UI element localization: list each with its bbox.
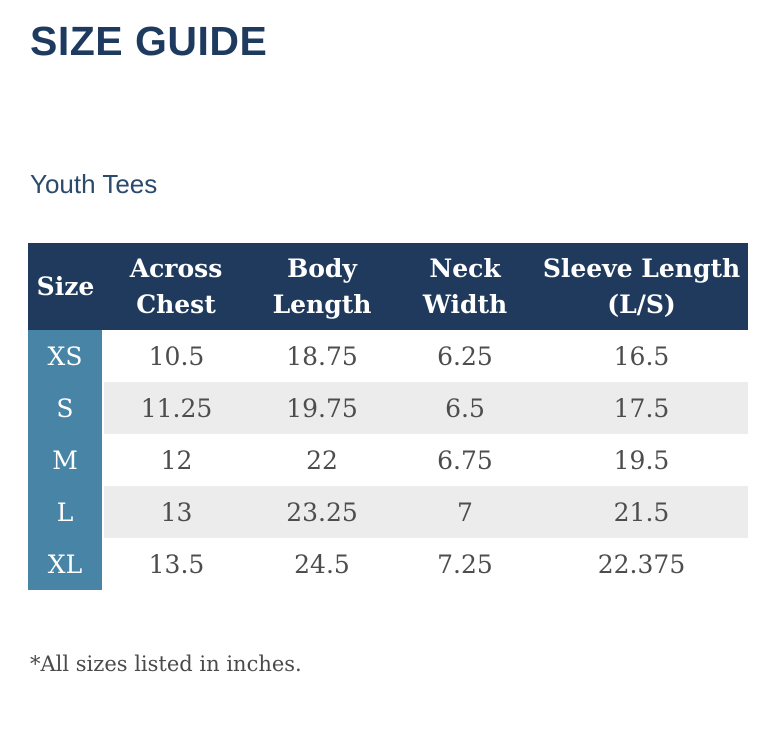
table-row: M 12 22 6.75 19.5 xyxy=(28,434,748,487)
column-header: Across Chest xyxy=(103,243,249,331)
column-header: Body Length xyxy=(249,243,395,331)
measurement-cell: 16.5 xyxy=(535,330,748,383)
measurement-cell: 21.5 xyxy=(535,486,748,539)
size-row-header: XS xyxy=(28,330,104,383)
size-guide-table: Size Across Chest Body Length Neck Width Sle… xyxy=(28,243,749,591)
measurement-cell: 11.25 xyxy=(103,382,249,435)
footnote: *All sizes listed in inches. xyxy=(30,652,302,677)
table-row: S 11.25 19.75 6.5 17.5 xyxy=(28,382,748,435)
size-row-header: L xyxy=(28,486,104,539)
measurement-cell: 12 xyxy=(103,434,249,487)
measurement-cell: 19.5 xyxy=(535,434,748,487)
measurement-cell: 7 xyxy=(395,486,535,539)
measurement-cell: 10.5 xyxy=(103,330,249,383)
measurement-cell: 24.5 xyxy=(249,538,395,591)
page-title: SIZE GUIDE xyxy=(30,18,268,64)
measurement-cell: 6.25 xyxy=(395,330,535,383)
measurement-cell: 18.75 xyxy=(249,330,395,383)
table-row: XL 13.5 24.5 7.25 22.375 xyxy=(28,538,748,591)
measurement-cell: 17.5 xyxy=(535,382,748,435)
size-row-header: S xyxy=(28,382,104,435)
measurement-cell: 7.25 xyxy=(395,538,535,591)
column-header: Size xyxy=(28,243,103,331)
measurement-cell: 6.5 xyxy=(395,382,535,435)
measurement-cell: 6.75 xyxy=(395,434,535,487)
measurement-cell: 13.5 xyxy=(103,538,249,591)
header-row: Size Across Chest Body Length Neck Width Sle… xyxy=(28,243,748,331)
column-header: Neck Width xyxy=(395,243,535,331)
measurement-cell: 23.25 xyxy=(249,486,395,539)
table-row: XS 10.5 18.75 6.25 16.5 xyxy=(28,330,748,383)
measurement-cell: 22 xyxy=(249,434,395,487)
table-body: XS 10.5 18.75 6.25 16.5 S 11.25 19.75 6.5 17.5 M 12… xyxy=(28,330,748,591)
size-row-header: M xyxy=(28,434,104,487)
section-title: Youth Tees xyxy=(30,169,158,200)
column-header: Sleeve Length (L/S) xyxy=(535,243,748,331)
measurement-cell: 22.375 xyxy=(535,538,748,591)
size-row-header: XL xyxy=(28,538,104,591)
table-row: L 13 23.25 7 21.5 xyxy=(28,486,748,539)
measurement-cell: 13 xyxy=(103,486,249,539)
measurement-cell: 19.75 xyxy=(249,382,395,435)
